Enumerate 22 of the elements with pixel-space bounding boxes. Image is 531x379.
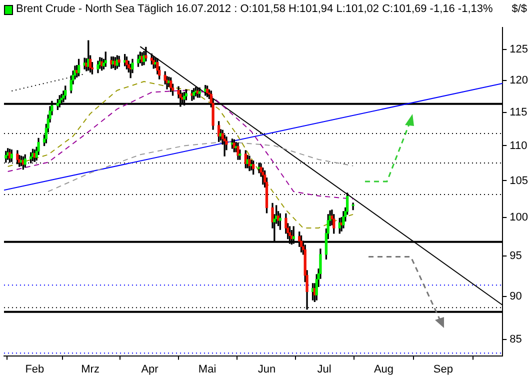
- y-tick-label: 120: [510, 74, 528, 86]
- y-tick-label: 85: [510, 334, 522, 346]
- line-series: [7, 90, 354, 200]
- y-tick-label: 90: [510, 290, 522, 303]
- x-tick-label: Feb: [25, 363, 44, 376]
- x-tick-label: Sep: [433, 363, 453, 376]
- x-tick-label: Jul: [317, 363, 332, 376]
- y-axis-title: $/$: [512, 2, 527, 17]
- line-series: [7, 81, 354, 229]
- chart-title: Brent Crude - North Sea Täglich 16.07.2012 : O:101,58 H:101,94 L:101,02 C:101,69 -1,16 -1,13%: [16, 2, 493, 17]
- x-tick-label: Mai: [198, 363, 216, 376]
- y-tick-label: 95: [510, 250, 522, 262]
- x-tick-label: Jun: [258, 363, 276, 376]
- y-tick-label: 115: [510, 106, 528, 118]
- y-tick-label: 110: [510, 140, 528, 152]
- x-tick-label: Mrz: [81, 363, 100, 376]
- candlestick: [352, 202, 354, 210]
- x-tick-label: Apr: [141, 363, 159, 376]
- y-tick-label: 125: [510, 44, 528, 56]
- x-tick-label: Aug: [374, 363, 394, 376]
- y-tick-label: 100: [510, 211, 528, 224]
- y-tick-label: 105: [510, 174, 528, 187]
